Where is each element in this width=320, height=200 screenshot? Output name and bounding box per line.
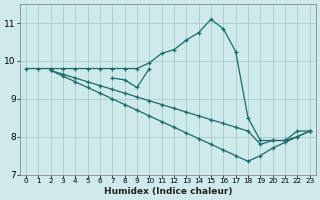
X-axis label: Humidex (Indice chaleur): Humidex (Indice chaleur): [104, 187, 232, 196]
